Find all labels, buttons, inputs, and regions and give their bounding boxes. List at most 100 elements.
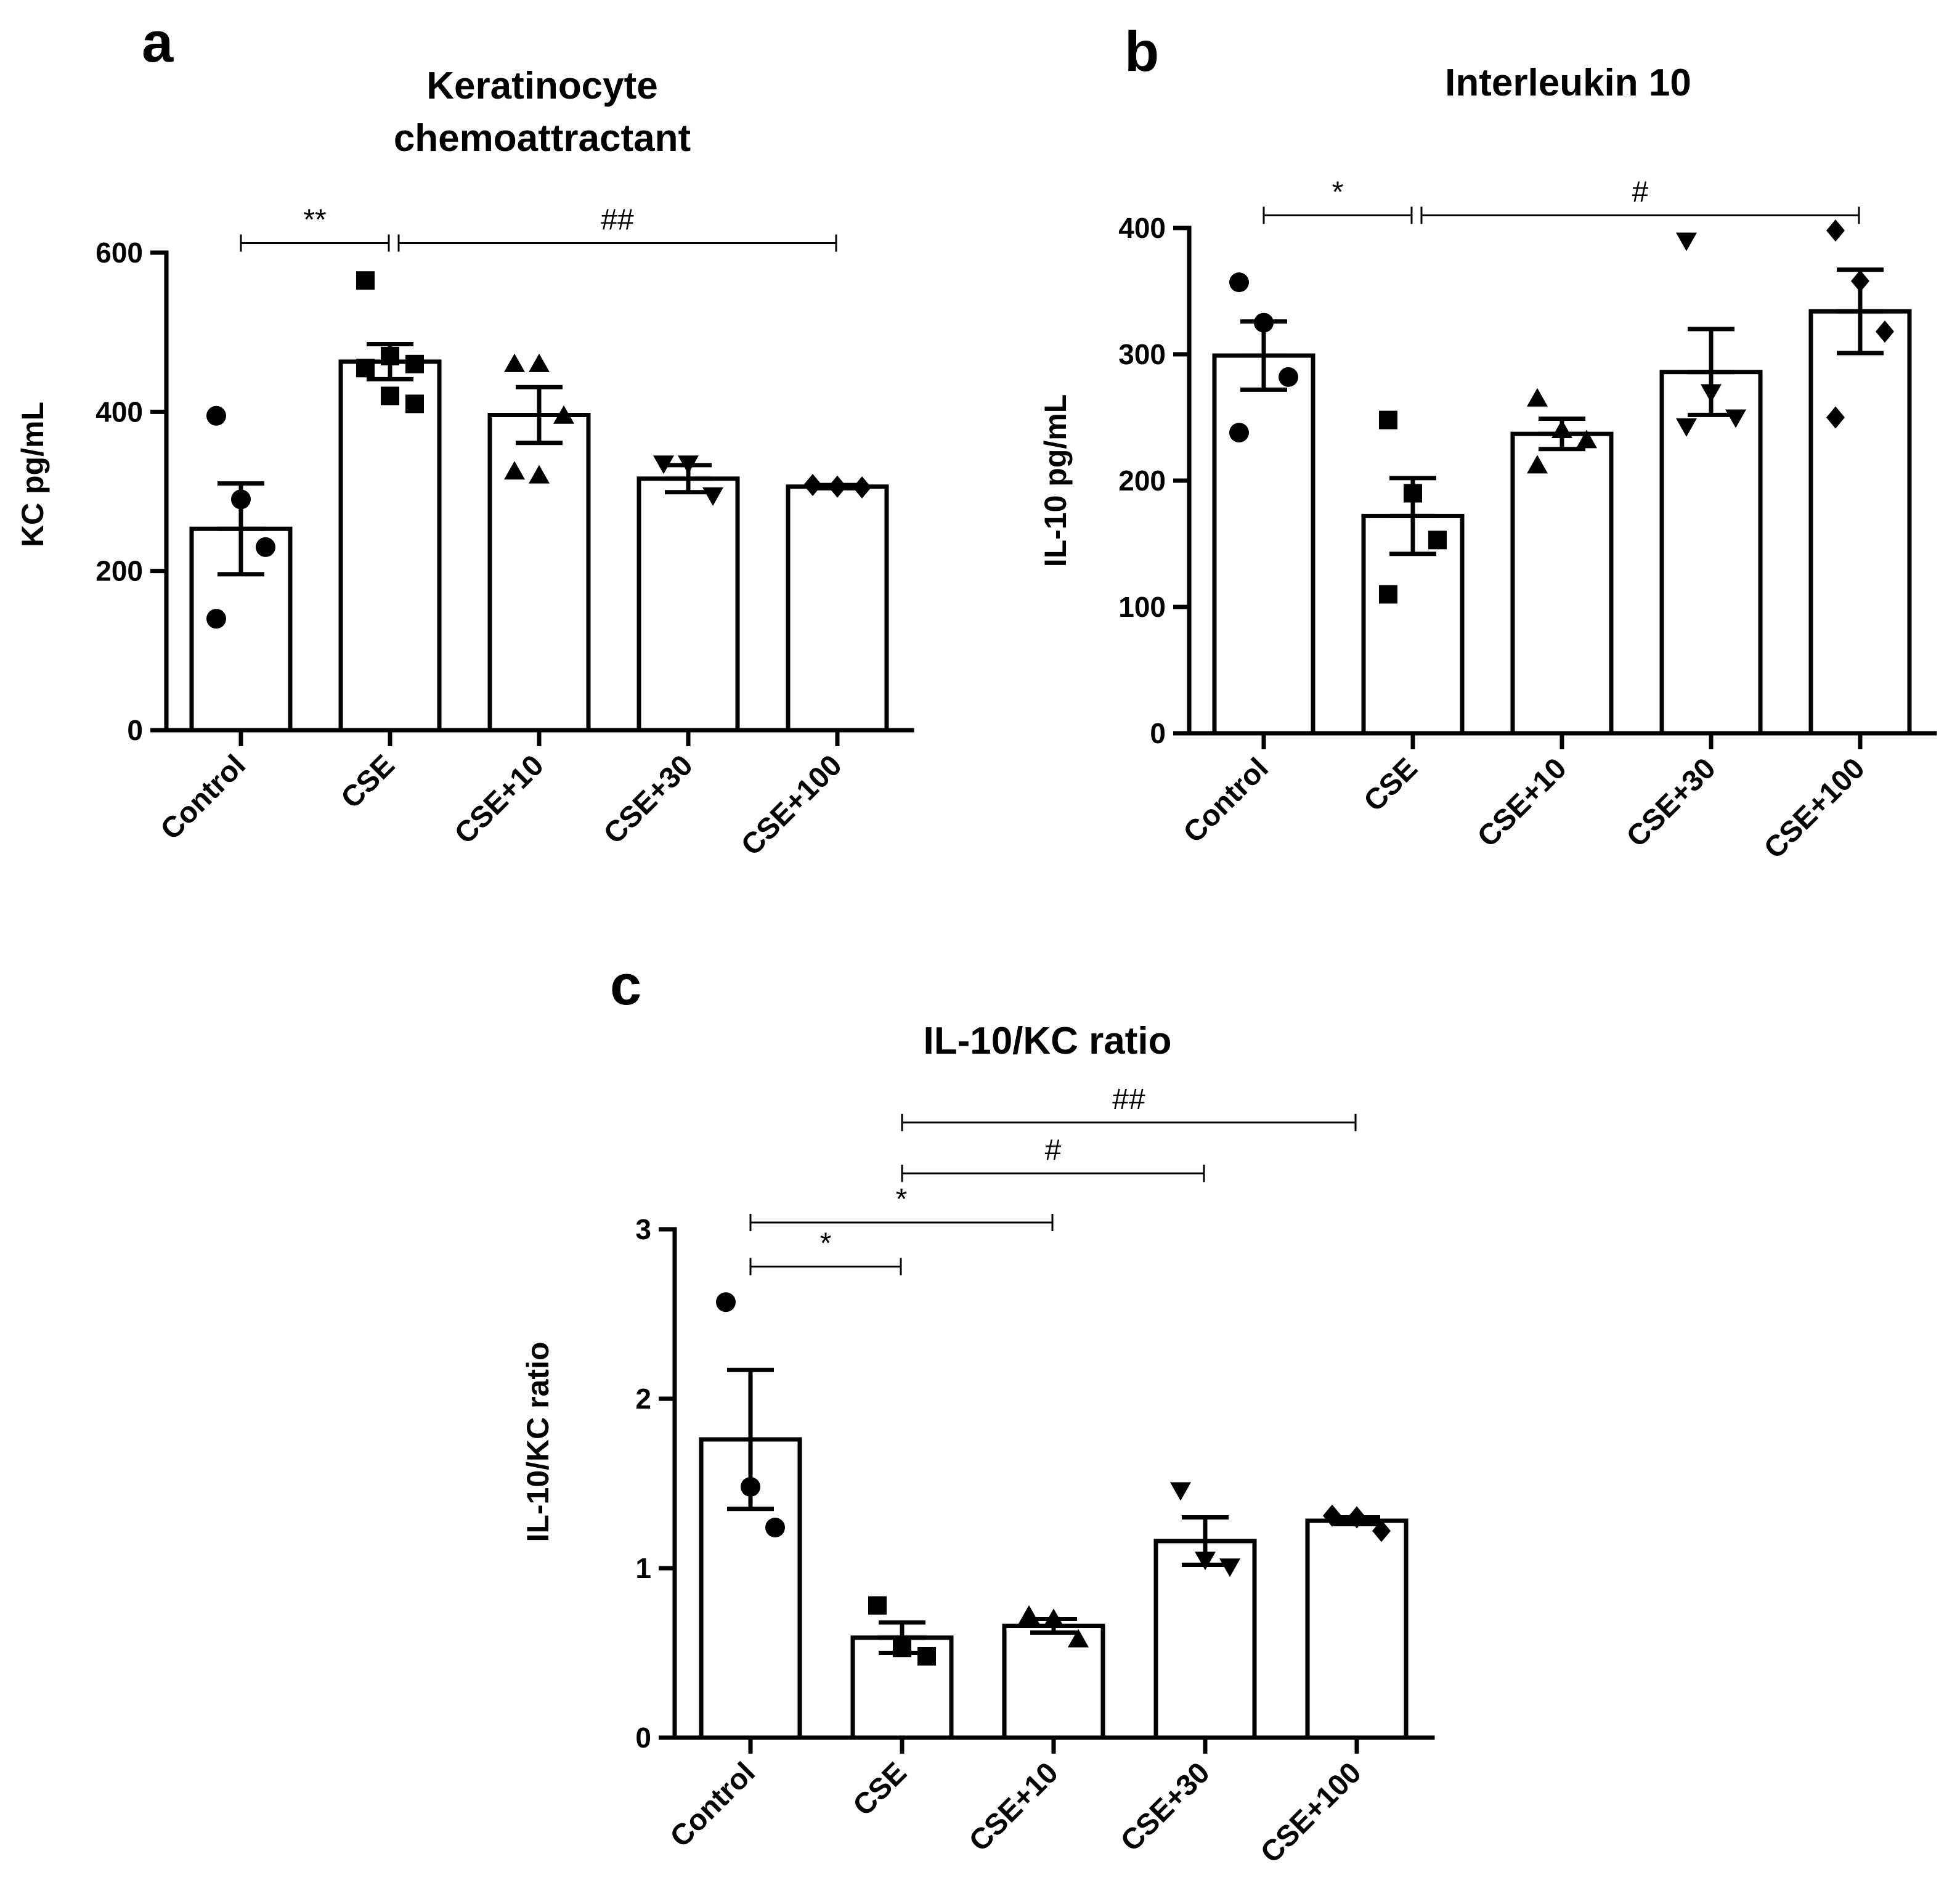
y-tick-label-a-3: 600: [96, 237, 143, 269]
data-point-c-2-1: [1043, 1608, 1064, 1627]
bar-a-1: [338, 359, 442, 733]
data-point-a-3-1: [678, 455, 699, 474]
data-point-a-0-3: [206, 609, 226, 629]
x-tick-label-a-0: Control: [155, 749, 252, 846]
bar-c-2: [1002, 1624, 1105, 1740]
x-tick-label-c-4: CSE+100: [1254, 1756, 1368, 1870]
data-point-a-4-2: [853, 476, 871, 499]
x-tick-label-c-2: CSE+10: [963, 1756, 1065, 1858]
panel-b: b Interleukin 10 IL-10 pg/mL 0 100 200 300 4…: [1038, 20, 1937, 865]
data-point-a-2-3: [504, 461, 525, 480]
bar-b-3: [1659, 370, 1763, 736]
x-tick-label-a-1: CSE: [335, 749, 401, 815]
data-point-c-4-1: [1348, 1506, 1366, 1529]
data-point-a-1-5: [405, 394, 424, 413]
data-point-c-0-1: [741, 1477, 760, 1497]
y-tick-label-b-4: 400: [1118, 212, 1166, 244]
y-tick-label-b-2: 200: [1118, 465, 1166, 497]
data-point-b-0-2: [1279, 367, 1298, 387]
bar-c-3: [1153, 1539, 1257, 1740]
bar-b-2: [1510, 431, 1614, 736]
data-point-c-4-0: [1323, 1504, 1341, 1527]
y-tick-label-c-3: 3: [635, 1213, 651, 1245]
y-tick-label-c-1: 1: [635, 1552, 651, 1584]
y-tick-label-b-1: 100: [1118, 591, 1166, 623]
y-tick-label-a-0: 0: [127, 714, 143, 746]
x-tick-label-a-3: CSE+30: [598, 749, 699, 850]
data-point-b-4-0: [1826, 219, 1845, 242]
x-tick-label-b-1: CSE: [1358, 752, 1424, 818]
bar-a-3: [636, 476, 740, 733]
data-point-b-0-0: [1229, 272, 1249, 293]
data-point-b-4-1: [1851, 270, 1869, 293]
data-point-a-0-0: [206, 405, 226, 426]
data-point-a-1-1: [381, 346, 399, 365]
chart-title-a-line1: Keratinocyte: [426, 65, 658, 107]
chart-title-c: IL-10/KC ratio: [923, 1020, 1171, 1062]
y-axis-label-b: IL-10 pg/mL: [1038, 394, 1073, 568]
panel-label-c: c: [610, 954, 641, 1017]
x-tick-label-b-4: CSE+100: [1758, 752, 1871, 865]
data-point-c-3-0: [1170, 1482, 1191, 1501]
y-tick-label-a-2: 400: [96, 396, 143, 428]
data-point-a-4-0: [803, 474, 822, 497]
data-point-c-2-2: [1068, 1629, 1089, 1648]
data-point-b-3-0: [1676, 232, 1697, 251]
panel-c: c IL-10/KC ratio IL-10/KC ratio 0 1 2 3 Cont…: [521, 954, 1435, 1870]
data-point-c-3-1: [1195, 1552, 1216, 1571]
data-point-b-1-1: [1404, 484, 1422, 503]
significance-label-c-0: *: [820, 1227, 832, 1260]
data-point-b-1-3: [1379, 585, 1397, 604]
x-tick-label-b-3: CSE+30: [1620, 752, 1722, 853]
data-point-b-2-1: [1551, 420, 1572, 438]
panel-a: a Keratinocyte chemoattractant KC pg/mL …: [15, 11, 914, 862]
data-point-c-1-2: [917, 1647, 936, 1666]
data-point-b-0-1: [1254, 312, 1274, 333]
significance-label-c-2: #: [1045, 1134, 1062, 1166]
plot-area-b: 0 100 200 300 400 Control CSE CSE+10 CSE+30 CSE+1…: [1118, 176, 1937, 865]
bar-c-4: [1305, 1518, 1409, 1740]
data-point-a-1-0: [356, 271, 375, 290]
bar-a-2: [487, 413, 591, 733]
x-tick-label-b-0: Control: [1177, 752, 1275, 849]
y-tick-label-b-0: 0: [1150, 717, 1166, 749]
plot-area-a: 0 200 400 600 Control CSE CSE+10 CSE+30 CSE+100 *…: [96, 204, 914, 862]
significance-label-b-1: #: [1632, 176, 1649, 209]
significance-label-c-1: *: [896, 1183, 908, 1216]
x-tick-label-a-4: CSE+100: [735, 749, 848, 862]
data-point-a-1-3: [356, 359, 375, 378]
data-point-a-0-1: [231, 489, 251, 510]
data-point-b-1-2: [1428, 531, 1447, 550]
data-point-a-2-0: [504, 353, 525, 372]
x-tick-label-a-2: CSE+10: [449, 749, 550, 850]
data-point-c-0-0: [716, 1292, 736, 1312]
data-point-c-1-1: [893, 1638, 911, 1658]
chart-title-b: Interleukin 10: [1445, 62, 1691, 104]
panel-label-a: a: [142, 11, 174, 74]
data-point-c-4-2: [1372, 1520, 1391, 1542]
data-point-a-2-4: [529, 465, 550, 484]
data-point-b-4-3: [1826, 406, 1845, 429]
significance-label-a-0: **: [303, 204, 326, 237]
significance-label-a-1: ##: [601, 204, 634, 237]
y-tick-label-c-0: 0: [635, 1722, 651, 1754]
x-tick-label-b-2: CSE+10: [1471, 752, 1573, 853]
data-point-b-1-0: [1379, 410, 1397, 429]
x-tick-label-c-3: CSE+30: [1115, 1756, 1216, 1858]
data-point-a-3-0: [653, 455, 674, 474]
bar-b-4: [1808, 309, 1912, 736]
data-point-a-2-1: [529, 353, 550, 372]
y-axis-label-c: IL-10/KC ratio: [521, 1341, 555, 1542]
data-point-a-1-4: [381, 386, 399, 405]
data-point-a-1-2: [405, 354, 424, 373]
data-point-b-2-0: [1527, 388, 1548, 407]
data-point-b-2-2: [1576, 429, 1597, 449]
panel-label-b: b: [1124, 20, 1159, 83]
data-point-c-3-2: [1219, 1558, 1240, 1577]
data-point-b-3-3: [1676, 418, 1697, 437]
x-tick-label-c-1: CSE: [847, 1756, 913, 1822]
data-point-a-4-1: [828, 475, 847, 498]
y-tick-label-a-1: 200: [96, 555, 143, 587]
